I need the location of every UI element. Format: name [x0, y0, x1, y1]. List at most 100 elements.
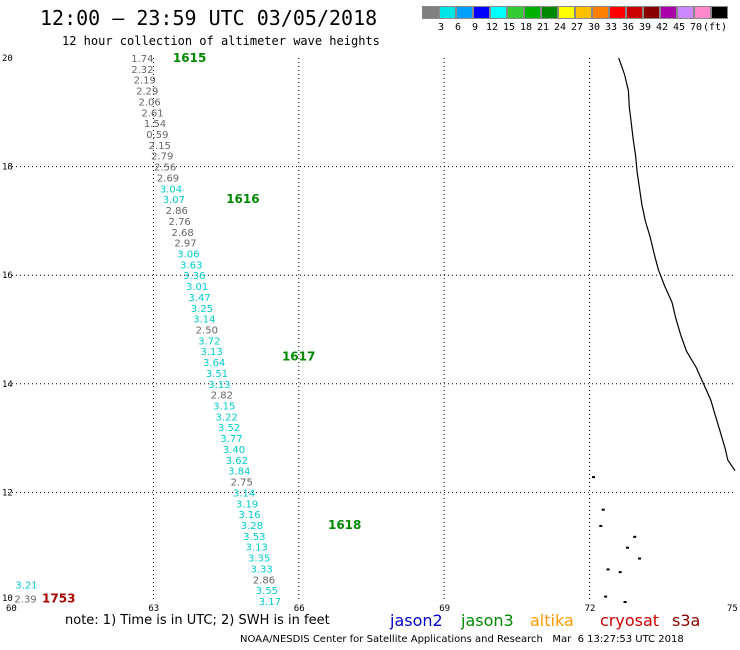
- legend-swatch-8: [558, 6, 575, 19]
- wave-height-reading: 3.04: [160, 184, 182, 195]
- legend-label-13: 42: [655, 22, 669, 33]
- color-legend-labels: 3 6 9 12 15 18 21 24 27 30 33 36 39 42 45 70 (ft): [422, 22, 740, 34]
- island-6: [623, 601, 627, 603]
- legend-label-9: 30: [587, 22, 601, 33]
- wave-height-reading: 2.15: [149, 141, 171, 152]
- legend-label-10: 33: [604, 22, 618, 33]
- legend-swatch-17: [711, 6, 728, 19]
- lat-tick-20: 20: [2, 54, 13, 64]
- satellite-cryosat: cryosat: [600, 611, 660, 630]
- wave-height-reading: 3.16: [238, 510, 260, 521]
- wave-height-reading: 2.86: [253, 575, 275, 586]
- wave-height-reading: 2.76: [169, 217, 191, 228]
- map-title: 12:00 – 23:59 UTC 03/05/2018: [40, 6, 378, 30]
- wave-height-reading: 0.59: [146, 130, 168, 141]
- wave-height-reading: 3.40: [223, 445, 245, 456]
- legend-label-7: 24: [553, 22, 567, 33]
- wave-height-reading: 3.55: [256, 586, 278, 597]
- legend-swatch-10: [592, 6, 609, 19]
- wave-height-reading: 2.32: [131, 65, 153, 76]
- wave-height-reading: 3.07: [163, 195, 185, 206]
- legend-label-4: 15: [502, 22, 516, 33]
- wave-height-reading: 2.75: [231, 478, 253, 489]
- legend-label-2: 9: [471, 22, 479, 33]
- wave-height-reading: 3.14: [233, 488, 255, 499]
- pass-time-label: 1617: [282, 350, 315, 364]
- legend-label-14: 45: [672, 22, 686, 33]
- island-0: [599, 524, 603, 527]
- wave-height-reading: 3.84: [228, 467, 250, 478]
- legend-swatch-14: [660, 6, 677, 19]
- wave-height-reading: 3.36: [183, 271, 205, 282]
- wave-height-reading: 3.13: [201, 347, 223, 358]
- island-9: [633, 535, 637, 538]
- wave-height-reading: 2.86: [166, 206, 188, 217]
- wave-height-reading: 3.51: [206, 369, 228, 380]
- wave-height-reading: 3.47: [188, 293, 210, 304]
- island-7: [592, 476, 596, 479]
- wave-height-reading: 3.35: [248, 554, 270, 565]
- lat-tick-18: 18: [2, 163, 13, 173]
- lon-tick-60: 60: [6, 604, 17, 614]
- satellite-s3a: s3a: [672, 611, 701, 630]
- lat-tick-12: 12: [2, 488, 13, 498]
- wave-height-reading: 2.29: [136, 87, 158, 98]
- wave-height-reading: 3.14: [193, 315, 215, 326]
- wave-height-reading: 3.28: [241, 521, 263, 532]
- island-8: [601, 508, 605, 511]
- wave-height-reading: 2.61: [141, 108, 163, 119]
- wave-height-reading: 1.54: [144, 119, 166, 130]
- wave-height-reading: 2.82: [211, 391, 233, 402]
- wave-height-reading: 2.39: [14, 594, 36, 605]
- wave-height-reading: 2.50: [196, 326, 218, 337]
- wave-height-reading: 3.22: [216, 412, 238, 423]
- credit-line: NOAA/NESDIS Center for Satellite Applica…: [240, 634, 684, 645]
- wave-height-reading: 3.33: [250, 564, 272, 575]
- wave-height-reading: 3.19: [236, 499, 258, 510]
- satellite-jason2: jason2: [390, 611, 443, 630]
- pass-time-label: 1753: [42, 591, 75, 605]
- satellite-jason3: jason3: [461, 611, 514, 630]
- wave-height-reading: 3.06: [177, 249, 199, 260]
- legend-label-12: 39: [638, 22, 652, 33]
- legend-label-1: 6: [454, 22, 462, 33]
- wave-height-reading: 2.56: [154, 163, 176, 174]
- lat-tick-16: 16: [2, 271, 13, 281]
- pass-time-label: 1615: [173, 51, 206, 65]
- legend-swatch-0: [422, 6, 439, 19]
- lon-tick-72: 72: [585, 604, 596, 614]
- wave-height-reading: 3.13: [246, 543, 268, 554]
- wave-height-reading: 3.53: [243, 532, 265, 543]
- wave-height-reading: 3.15: [213, 402, 235, 413]
- wave-height-reading: 3.01: [186, 282, 208, 293]
- island-5: [604, 595, 608, 598]
- legend-swatch-3: [473, 6, 490, 19]
- legend-swatch-1: [439, 6, 456, 19]
- legend-swatch-4: [490, 6, 507, 19]
- legend-swatch-6: [524, 6, 541, 19]
- wave-height-reading: 2.19: [134, 76, 156, 87]
- wave-height-reading: 2.97: [174, 239, 196, 250]
- wave-height-reading: 3.52: [218, 423, 240, 434]
- wave-height-reading: 2.69: [157, 173, 179, 184]
- island-1: [625, 546, 629, 549]
- wave-height-reading: 3.13: [208, 380, 230, 391]
- island-2: [638, 557, 642, 560]
- legend-label-6: 21: [536, 22, 550, 33]
- wave-height-reading: 2.79: [151, 152, 173, 163]
- wave-height-reading: 3.62: [226, 456, 248, 467]
- pass-time-label: 1618: [328, 518, 361, 532]
- legend-label-15: 70: [689, 22, 703, 33]
- coastline: [618, 57, 736, 472]
- island-3: [606, 568, 610, 571]
- legend-swatch-15: [677, 6, 694, 19]
- lon-tick-69: 69: [439, 604, 450, 614]
- wave-height-reading: 3.21: [15, 581, 37, 592]
- satellite-altika: altika: [530, 611, 574, 630]
- wave-height-reading: 3.64: [203, 358, 225, 369]
- legend-label-8: 27: [570, 22, 584, 33]
- lon-tick-63: 63: [148, 604, 159, 614]
- lat-tick-10: 10: [2, 594, 13, 604]
- legend-label-11: 36: [621, 22, 635, 33]
